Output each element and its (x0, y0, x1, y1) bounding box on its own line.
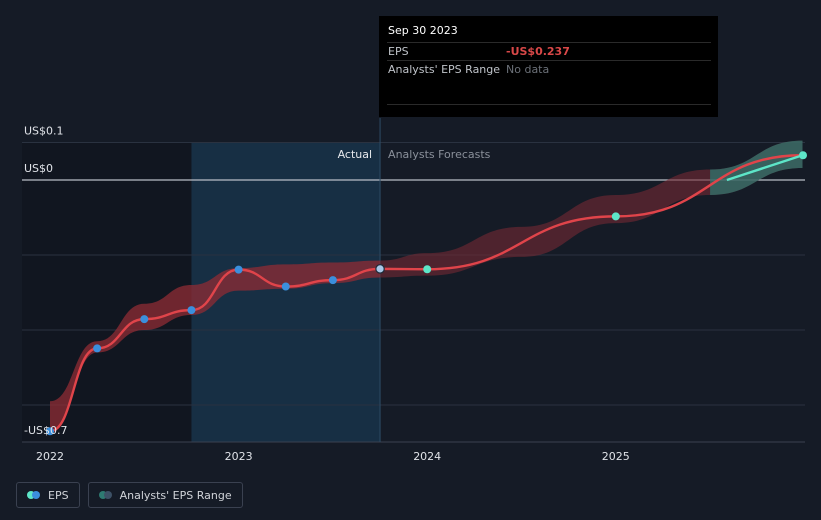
y-tick-label-1: US$0 (24, 162, 53, 175)
eps-line (49, 154, 803, 433)
range-band-teal (710, 140, 803, 195)
eps-point-4 (234, 265, 243, 274)
x-tick-label-0: 2022 (36, 450, 64, 463)
range-band-forecast (380, 140, 803, 278)
past-region-shade (22, 142, 192, 442)
eps-point-end (799, 151, 807, 160)
eps-point-3 (187, 306, 196, 315)
eps-swatch-icon (27, 491, 40, 499)
tooltip-range-value: No data (506, 63, 550, 76)
x-tick-label-2: 2024 (413, 450, 441, 463)
y-tick-label-2: -US$0.7 (24, 424, 68, 437)
legend: EPS Analysts' EPS Range (16, 482, 243, 508)
tooltip: Sep 30 2023 EPS -US$0.237 Analysts' EPS … (379, 16, 718, 117)
tooltip-eps-label: EPS (388, 45, 409, 58)
actual-label: Actual (338, 148, 372, 161)
legend-eps-label: EPS (48, 488, 69, 502)
eps-point-5 (281, 282, 290, 291)
x-tick-label-1: 2023 (225, 450, 253, 463)
tooltip-date: Sep 30 2023 (388, 24, 458, 37)
eps-point-6 (328, 276, 337, 285)
eps-point-9 (611, 212, 620, 221)
eps-point-7 (375, 264, 385, 274)
legend-item-range[interactable]: Analysts' EPS Range (87, 482, 243, 508)
tooltip-eps-value: -US$0.237 (506, 45, 570, 58)
x-tick-label-3: 2025 (602, 450, 630, 463)
forecast-label: Analysts Forecasts (388, 148, 491, 161)
tooltip-range-row: Analysts' EPS Range No data (387, 60, 711, 78)
tooltip-range-label: Analysts' EPS Range (388, 63, 501, 76)
legend-item-eps[interactable]: EPS (16, 482, 80, 508)
eps-point-0 (46, 427, 54, 436)
y-tick-label-0: US$0.1 (24, 125, 64, 138)
eps-point-8 (423, 265, 432, 274)
range-swatch-icon (98, 491, 112, 499)
tooltip-eps-row: EPS -US$0.237 (387, 42, 711, 60)
eps-line-positive (726, 154, 803, 182)
eps-point-2 (140, 315, 149, 324)
tooltip-divider (387, 104, 711, 105)
eps-point-1 (93, 344, 102, 353)
legend-range-label: Analysts' EPS Range (119, 488, 232, 502)
